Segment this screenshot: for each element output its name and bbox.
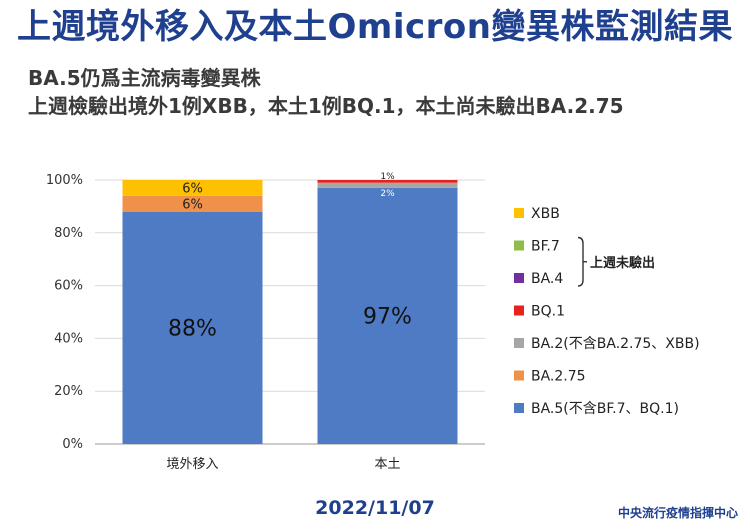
legend-swatch bbox=[514, 370, 524, 381]
bar-segment bbox=[317, 180, 458, 183]
report-date: 2022/11/07 bbox=[315, 497, 435, 519]
data-label: 6% bbox=[182, 181, 203, 196]
legend-swatch bbox=[514, 273, 524, 283]
x-axis-categories: 境外移入 本土 bbox=[166, 457, 400, 472]
y-axis-ticks: 0% 20% 40% 60% 80% 100% bbox=[46, 173, 83, 452]
data-label: 1% bbox=[380, 172, 395, 182]
subtitle: BA.5仍爲主流病毒變異株 上週檢驗出境外1例XBB，本土1例BQ.1，本土尚未… bbox=[28, 64, 624, 120]
page-title: 上週境外移入及本土Omicron變異株監測結果 bbox=[17, 7, 733, 47]
bars: 88% 6%6% 97% 2% 1% bbox=[122, 172, 458, 445]
y-tick-label: 60% bbox=[54, 279, 83, 294]
bar-segment bbox=[122, 211, 263, 444]
legend-swatch bbox=[514, 403, 524, 413]
y-tick-label: 0% bbox=[62, 437, 83, 452]
legend-label: BF.7 bbox=[531, 239, 560, 255]
bar-segment bbox=[122, 180, 263, 196]
x-category-label: 境外移入 bbox=[166, 457, 218, 472]
legend-swatch bbox=[514, 240, 524, 251]
legend-bracket-label: 上週未驗出 bbox=[590, 255, 655, 271]
y-tick-label: 40% bbox=[54, 331, 83, 346]
legend-label: BA.2(不含BA.2.75、XBB) bbox=[531, 336, 700, 352]
data-label: 88% bbox=[168, 317, 217, 342]
subtitle-line-1: BA.5仍爲主流病毒變異株 bbox=[28, 66, 261, 90]
bar-segment bbox=[317, 187, 458, 445]
bar-segment bbox=[122, 195, 263, 212]
legend-swatch bbox=[514, 305, 524, 316]
data-label: 97% bbox=[363, 305, 412, 330]
source-label: 中央流行疫情指揮中心 bbox=[617, 506, 738, 520]
legend-label: XBB bbox=[531, 206, 560, 222]
subtitle-line-2: 上週檢驗出境外1例XBB，本土1例BQ.1，本土尚未驗出BA.2.75 bbox=[28, 94, 624, 118]
legend-swatch bbox=[514, 208, 524, 218]
legend-bracket bbox=[577, 236, 584, 287]
legend: XBB BF.7 BA.4 BQ.1 BA.2(不含BA.2.75、XBB) BA.2.7… bbox=[514, 206, 700, 417]
y-tick-label: 20% bbox=[54, 384, 83, 399]
data-label: 6% bbox=[182, 197, 203, 212]
legend-swatch bbox=[514, 338, 524, 348]
legend-label: BA.5(不含BF.7、BQ.1) bbox=[531, 401, 679, 417]
bar-segment bbox=[317, 182, 458, 188]
legend-label: BQ.1 bbox=[531, 304, 565, 320]
legend-label: BA.2.75 bbox=[531, 369, 586, 385]
data-label: 2% bbox=[380, 189, 395, 199]
y-tick-label: 100% bbox=[46, 173, 83, 188]
legend-label: BA.4 bbox=[531, 271, 563, 287]
y-tick-label: 80% bbox=[54, 226, 83, 241]
x-category-label: 本土 bbox=[374, 457, 400, 472]
